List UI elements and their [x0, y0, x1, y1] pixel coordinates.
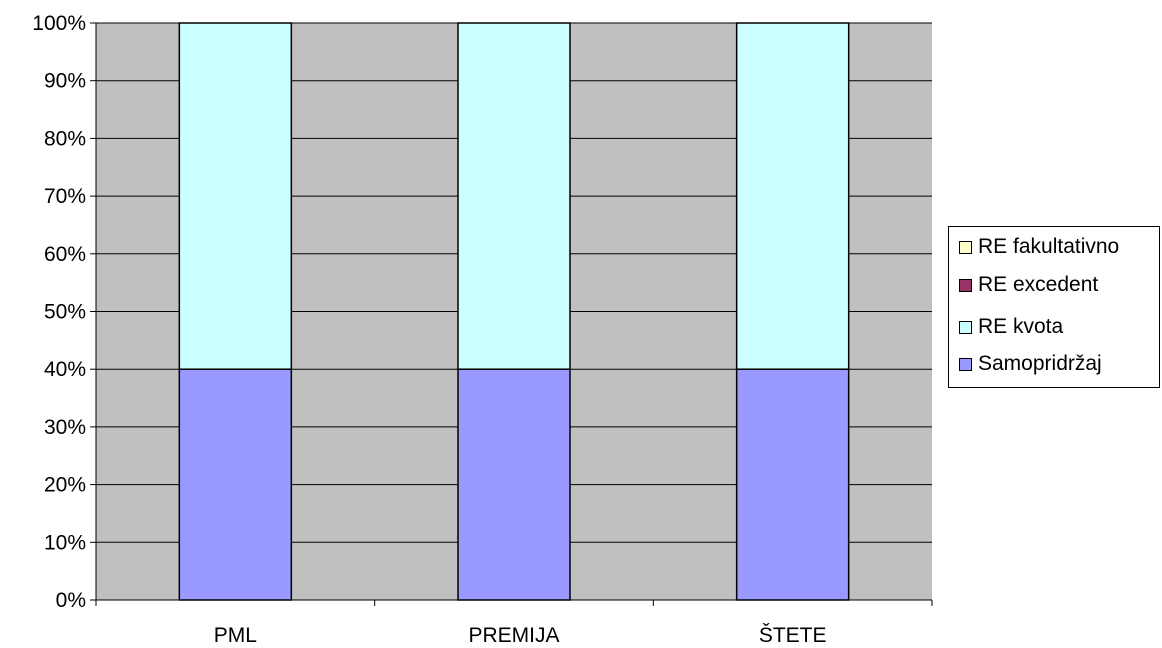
legend-swatch [959, 278, 972, 292]
legend-item-samopridrzaj: Samopridržaj [959, 350, 1102, 378]
y-tick-label: 50% [44, 301, 86, 324]
legend-swatch [959, 357, 972, 371]
y-tick-label: 80% [44, 127, 86, 150]
y-tick-label: 0% [56, 589, 86, 612]
legend-label: RE excedent [978, 273, 1099, 296]
bar-segment [735, 368, 850, 601]
x-tick-label: ŠTETE [759, 624, 827, 647]
y-tick-label: 70% [44, 185, 86, 208]
bar-segment [735, 22, 850, 370]
legend: RE fakultativno RE excedent RE kvota Sam… [948, 226, 1160, 388]
bar-segment [457, 368, 571, 601]
x-tick-label: PML [214, 624, 257, 647]
bar-segment [178, 368, 293, 601]
legend-item-re-excedent: RE excedent [959, 271, 1098, 299]
legend-item-re-fakultativno: RE fakultativno [959, 233, 1119, 261]
y-tick-label: 30% [44, 416, 86, 439]
legend-swatch [959, 240, 972, 254]
x-tick-label: PREMIJA [468, 624, 559, 647]
y-tick-label: 40% [44, 358, 86, 381]
y-axis: 0% 10% 20% 30% 40% 50% 60% 70% 80% 90% 100% [32, 12, 97, 612]
y-tick-label: 10% [44, 531, 86, 554]
legend-swatch [959, 320, 972, 334]
y-tick-label: 90% [44, 70, 86, 93]
x-axis: PML PREMIJA ŠTETE [95, 599, 933, 647]
y-tick-label: 100% [32, 12, 86, 35]
bars [178, 22, 850, 601]
legend-label: Samopridržaj [978, 352, 1102, 375]
y-tick-label: 60% [44, 243, 86, 266]
bar-segment [457, 22, 571, 370]
bar-segment [178, 22, 293, 370]
legend-label: RE kvota [978, 315, 1064, 338]
legend-item-re-kvota: RE kvota [959, 313, 1063, 341]
legend-label: RE fakultativno [978, 235, 1120, 258]
y-tick-label: 20% [44, 474, 86, 497]
